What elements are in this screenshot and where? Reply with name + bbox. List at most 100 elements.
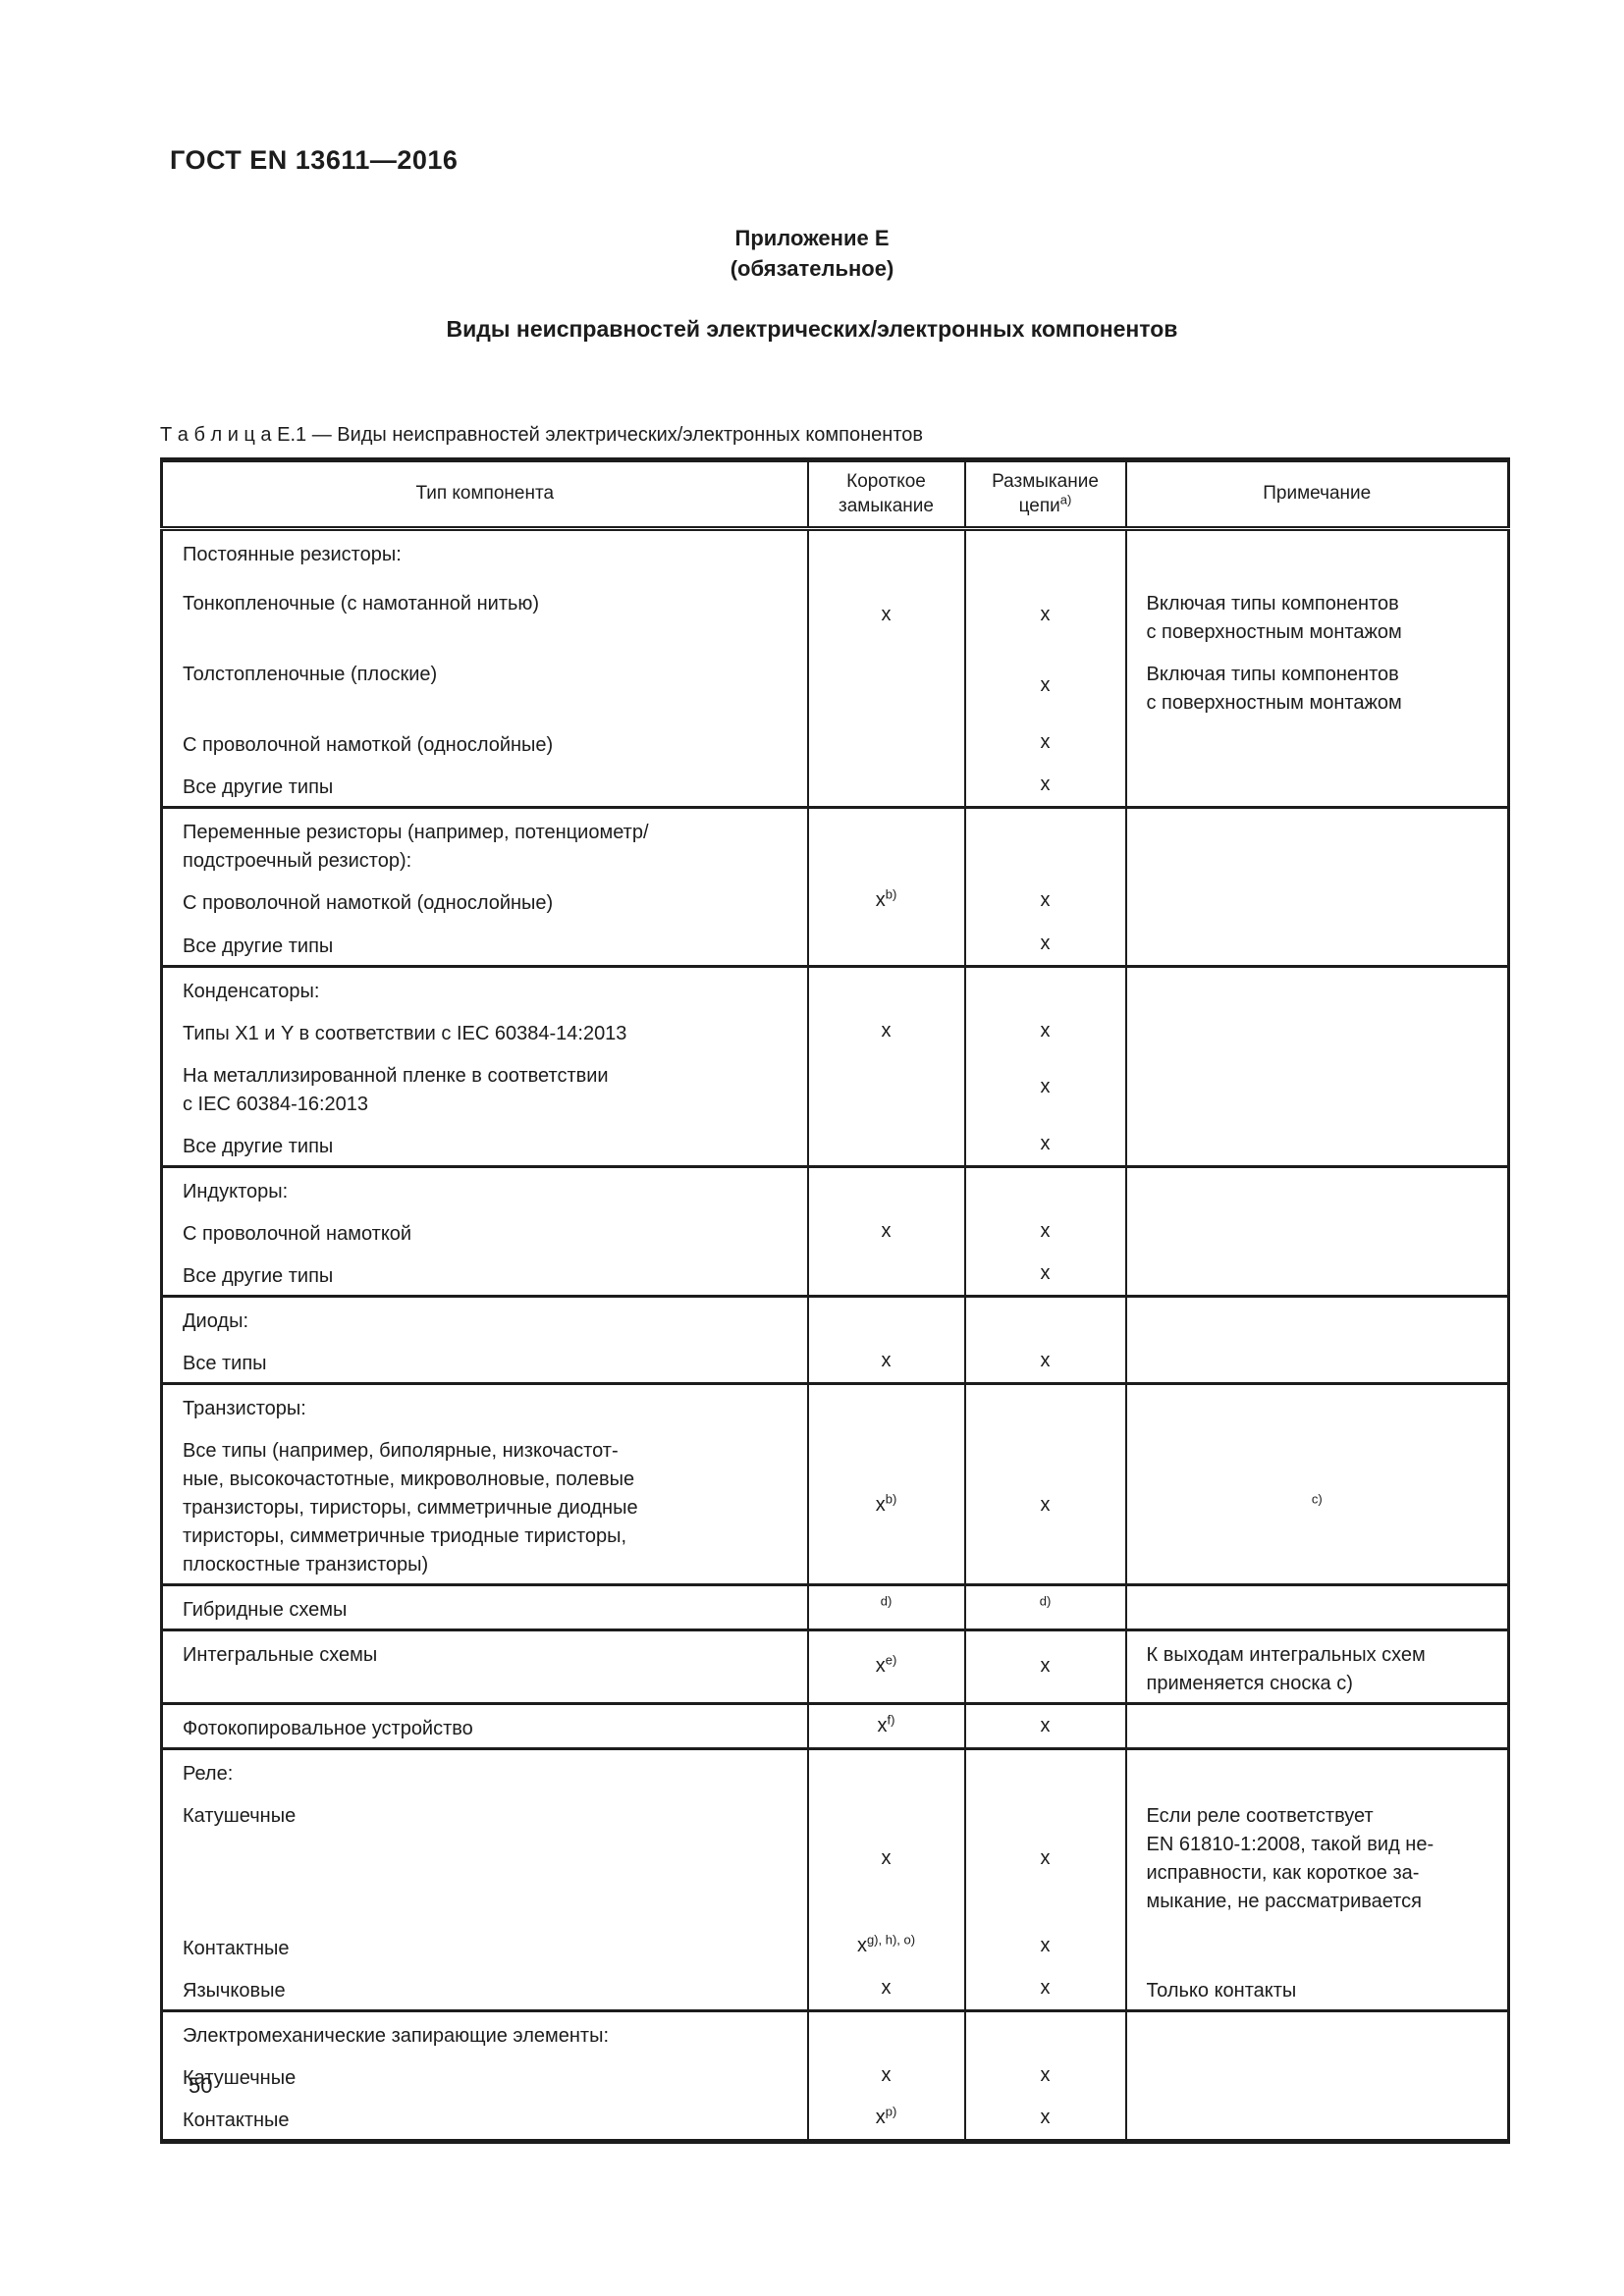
open-circuit-cell: x: [963, 650, 1126, 721]
open-circuit-cell: [963, 1296, 1126, 1340]
short-circuit-cell: d): [806, 1584, 965, 1630]
note-cell: Только контакты: [1124, 1966, 1509, 2011]
short-circuit-cell: xb): [806, 879, 965, 923]
note-cell: [1124, 807, 1509, 880]
note-cell: [1124, 1924, 1509, 1967]
section-capacitors: Конденсаторы: Типы X1 и Y в соответствии…: [161, 966, 1509, 1167]
open-circuit-cell: [963, 1166, 1126, 1210]
table-row: С проволочной намоткой (однослойные) xb)…: [162, 879, 1509, 923]
component-cell: Все другие типы: [183, 934, 334, 957]
note-cell: [1124, 1166, 1509, 1210]
section-label-row: Транзисторы:: [162, 1383, 1509, 1427]
component-cell: Контактные: [183, 1937, 290, 1959]
component-cell: Электромеханические запирающие элементы:: [183, 2024, 609, 2047]
component-cell: Все другие типы: [183, 1135, 334, 1157]
short-circuit-cell: [806, 1296, 965, 1340]
short-circuit-cell: [806, 1748, 965, 1792]
short-circuit-cell: [806, 922, 965, 967]
short-circuit-cell: x: [806, 1209, 965, 1253]
footnote-marker: d): [880, 1593, 893, 1609]
short-circuit-cell: xb): [806, 1426, 965, 1585]
component-cell: Типы X1 и Y в соответствии с IEC 60384-1…: [183, 1022, 627, 1044]
table-row: Все другие типы x: [162, 1252, 1509, 1297]
component-cell: Переменные резисторы (например, потенцио…: [183, 821, 649, 872]
short-circuit-cell: [806, 650, 965, 721]
short-circuit-cell: x: [806, 1339, 965, 1384]
short-circuit-cell: x: [806, 1966, 965, 2011]
table-row: Все другие типы x: [162, 1122, 1509, 1167]
note-cell: Включая типы компонентов с поверхностным…: [1124, 579, 1509, 651]
open-circuit-cell: x: [963, 1122, 1126, 1167]
note-cell: [1124, 721, 1509, 764]
short-circuit-cell: [806, 763, 965, 808]
component-cell: Катушечные: [183, 1804, 297, 1827]
document-header: ГОСТ EN 13611—2016: [170, 145, 459, 175]
open-circuit-cell: x: [963, 879, 1126, 923]
footnote-marker: f): [887, 1712, 895, 1728]
section-photocopier-device: Фотокопировальное устройство xf) x: [161, 1703, 1509, 1749]
section-transistors: Транзисторы: Все типы (например, биполяр…: [161, 1383, 1509, 1585]
section-fixed-resistors: Постоянные резисторы: Тонкопленочные (с …: [162, 528, 1509, 808]
open-circuit-cell: x: [963, 1339, 1126, 1384]
component-cell: Все другие типы: [183, 1264, 334, 1287]
component-cell: Все типы: [183, 1352, 267, 1374]
short-circuit-cell: [806, 1122, 965, 1167]
short-circuit-cell: [806, 807, 965, 880]
page-title: Виды неисправностей электрических/электр…: [446, 316, 1178, 342]
component-cell: Фотокопировальное устройство: [183, 1717, 473, 1739]
component-cell: Индукторы:: [183, 1180, 289, 1202]
open-circuit-cell: x: [963, 721, 1126, 764]
table-row: Все типы (например, биполярные, низкочас…: [162, 1426, 1509, 1585]
note-cell: [1124, 1051, 1509, 1123]
table-row: Типы X1 и Y в соответствии с IEC 60384-1…: [162, 1009, 1509, 1052]
short-circuit-cell: [806, 1051, 965, 1123]
table-row: Катушечные x x: [162, 2054, 1509, 2097]
table-row: С проволочной намоткой (однослойные) x: [162, 721, 1509, 764]
table-row: Все типы x x: [162, 1339, 1509, 1384]
table-header: Тип компонента Короткое замыкание Размык…: [161, 459, 1509, 532]
table-header-row: Тип компонента Короткое замыкание Размык…: [161, 459, 1509, 532]
page-number: 50: [189, 2073, 213, 2098]
open-circuit-cell: [963, 1383, 1126, 1427]
component-cell: Конденсаторы:: [183, 980, 320, 1002]
component-cell: Транзисторы:: [183, 1397, 306, 1419]
section-label-row: Переменные резисторы (например, потенцио…: [162, 807, 1509, 880]
short-circuit-cell: xe): [806, 1629, 965, 1704]
open-circuit-cell: x: [963, 1051, 1126, 1123]
short-circuit-cell: [806, 721, 965, 764]
note-cell: [1124, 1252, 1509, 1297]
section-integrated-circuits: Интегральные схемы xe) x К выходам интег…: [161, 1629, 1509, 1704]
table-row: Контактные xp) x: [162, 2096, 1509, 2142]
component-cell: С проволочной намоткой (однослойные): [183, 891, 554, 914]
note-cell: Если реле соответствует EN 61810-1:2008,…: [1124, 1791, 1509, 1925]
table-row: Все другие типы x: [162, 763, 1509, 808]
footnote-marker: a): [1059, 492, 1072, 507]
appendix-title: Приложение Е: [734, 226, 890, 250]
column-header-short-circuit: Короткое замыкание: [806, 459, 965, 532]
note-cell: [1124, 879, 1509, 923]
table-row: Интегральные схемы xe) x К выходам интег…: [162, 1629, 1509, 1704]
table-row: Фотокопировальное устройство xf) x: [162, 1703, 1509, 1749]
note-cell: [1124, 2096, 1509, 2142]
open-circuit-cell: x: [963, 1252, 1126, 1297]
open-circuit-cell: x: [963, 1791, 1126, 1925]
component-cell: Тонкопленочные (с намотанной нитью): [183, 592, 540, 614]
note-cell: [1124, 922, 1509, 967]
note-cell: [1124, 1122, 1509, 1167]
section-variable-resistors: Переменные резисторы (например, потенцио…: [161, 807, 1509, 967]
column-header-component-type: Тип компонента: [161, 459, 808, 532]
note-cell: [1124, 763, 1509, 808]
note-cell: [1124, 528, 1509, 580]
section-label-row: Индукторы:: [162, 1166, 1509, 1210]
column-header-open-circuit: Размыкание цепиa): [963, 459, 1126, 532]
note-cell: [1124, 1703, 1509, 1749]
component-cell: Интегральные схемы: [183, 1643, 378, 1666]
component-cell: Постоянные резисторы:: [183, 544, 402, 566]
table-row: На металлизированной пленке в соответств…: [162, 1051, 1509, 1123]
short-circuit-cell: xp): [806, 2096, 965, 2142]
table-row: Контактные xg), h), o) x: [162, 1924, 1509, 1967]
footnote-marker: g), h), o): [866, 1932, 916, 1948]
open-circuit-cell: [963, 966, 1126, 1010]
component-cell: С проволочной намоткой: [183, 1222, 412, 1245]
table-row: Все другие типы x: [162, 922, 1509, 967]
